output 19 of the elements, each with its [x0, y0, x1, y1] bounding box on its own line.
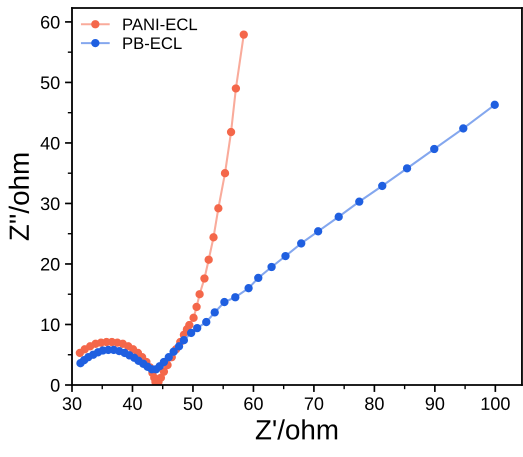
legend-label: PANI-ECL [123, 18, 198, 30]
x-tick-label: 90 [426, 397, 444, 410]
y-tick-label: 20 [41, 258, 60, 271]
legend-label: PB-ECL [123, 37, 182, 50]
y-axis-title: Z''/ohm [8, 154, 30, 240]
x-tick-label: 50 [184, 397, 202, 410]
x-tick-label: 70 [304, 397, 324, 410]
x-axis-title: Z'/ohm [256, 419, 338, 440]
y-tick-label: 0 [50, 378, 60, 392]
y-tick-label: 30 [40, 197, 60, 210]
x-tick-label: 100 [482, 397, 510, 410]
y-tick-label: 50 [40, 76, 60, 90]
y-tick-label: 40 [40, 136, 60, 150]
x-tick-label: 40 [122, 397, 142, 410]
x-tick-label: 80 [365, 397, 384, 410]
y-tick-label: 10 [41, 318, 60, 332]
x-tick-label: 30 [62, 397, 82, 410]
x-tick-label: 60 [244, 397, 263, 410]
y-tick-label: 60 [41, 16, 60, 29]
